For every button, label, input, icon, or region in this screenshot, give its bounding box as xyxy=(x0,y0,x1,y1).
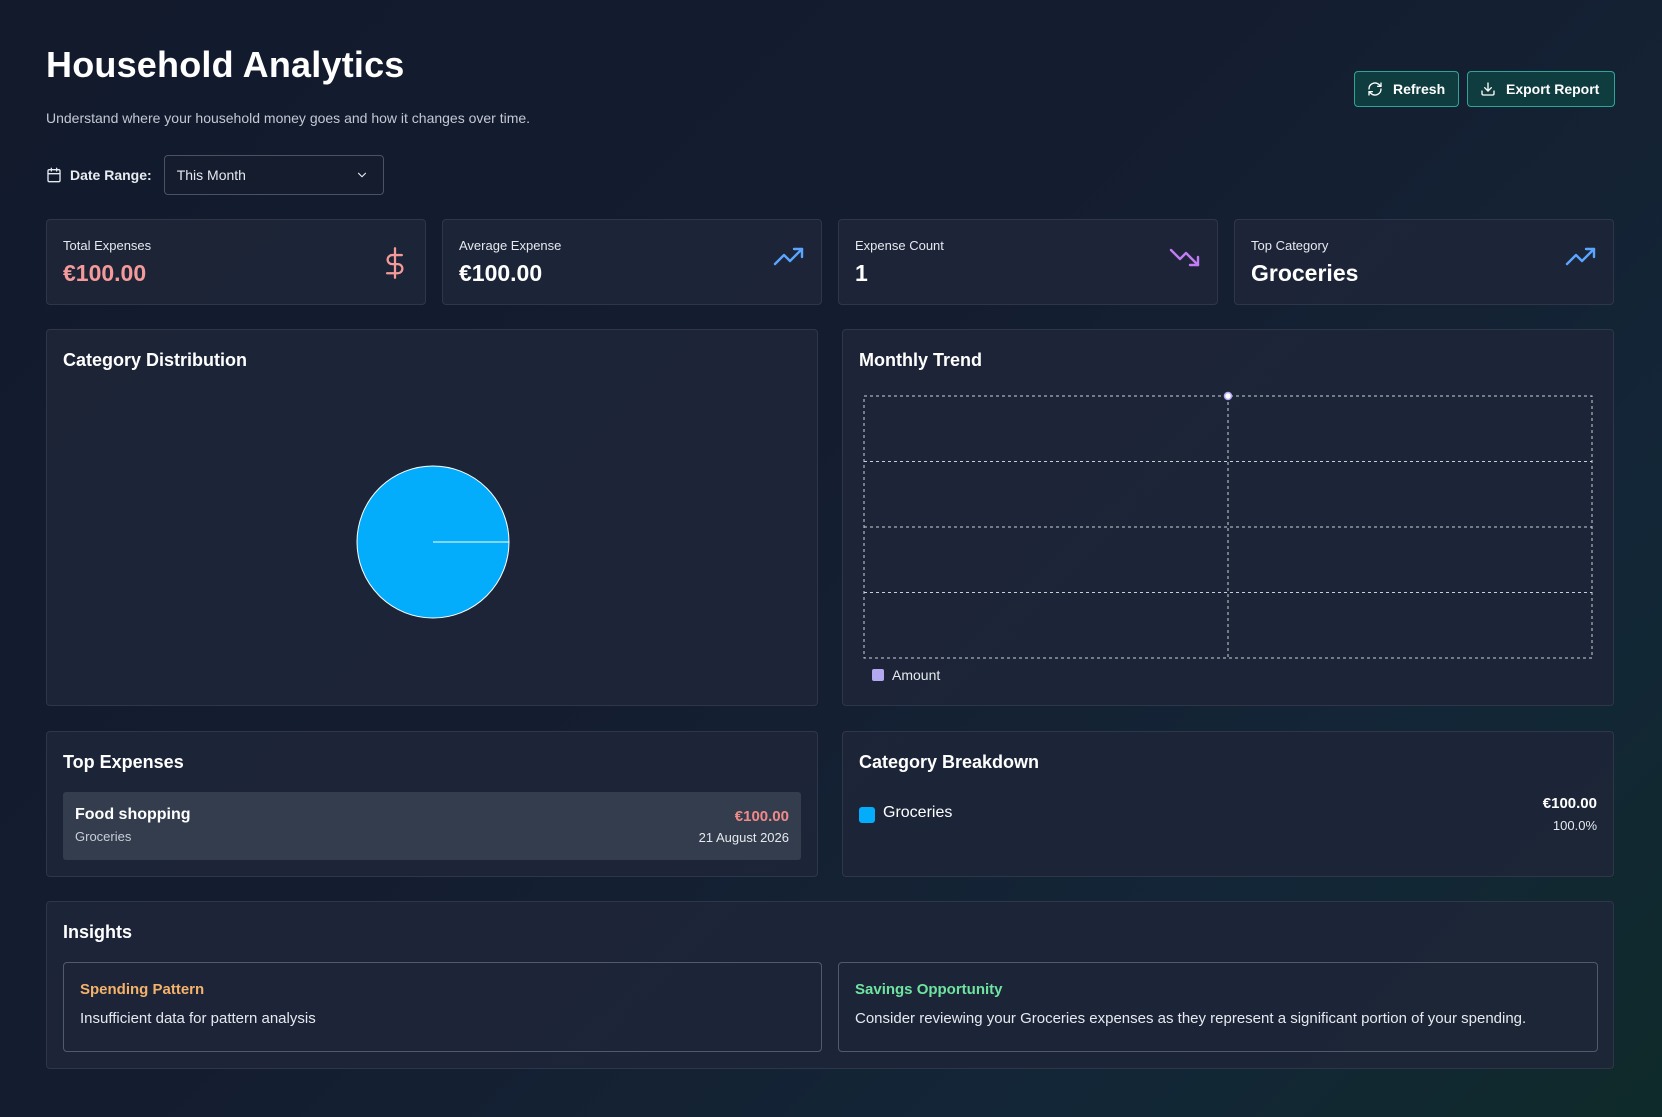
date-range-label: Date Range: xyxy=(70,167,152,183)
date-range-value: This Month xyxy=(176,167,246,183)
export-report-label: Export Report xyxy=(1506,81,1600,97)
category-breakdown-panel: Category Breakdown Groceries €100.00 100… xyxy=(842,731,1614,877)
stat-card-expense-count: Expense Count 1 xyxy=(838,219,1218,305)
expense-list-item[interactable]: Food shopping Groceries €100.00 21 Augus… xyxy=(63,792,801,860)
refresh-button[interactable]: Refresh xyxy=(1354,71,1459,107)
page-header: Household Analytics Understand where you… xyxy=(46,44,530,126)
panel-title: Top Expenses xyxy=(63,752,184,772)
category-percent: 100.0% xyxy=(1552,818,1597,833)
panel-title: Monthly Trend xyxy=(859,350,982,370)
legend-swatch xyxy=(872,669,884,681)
category-swatch xyxy=(859,807,875,823)
stat-label: Total Expenses xyxy=(63,238,152,253)
trending-up-icon xyxy=(1565,246,1597,273)
page-title: Household Analytics xyxy=(46,44,405,85)
legend-label: Amount xyxy=(892,667,941,683)
category-distribution-panel: Category Distribution xyxy=(46,329,818,706)
insight-text: Consider reviewing your Groceries expens… xyxy=(855,1010,1527,1027)
monthly-trend-chart xyxy=(863,391,1593,659)
refresh-button-label: Refresh xyxy=(1393,81,1446,97)
top-expenses-panel: Top Expenses Food shopping Groceries €10… xyxy=(46,731,818,877)
chevron-down-icon xyxy=(357,172,366,178)
stat-label: Average Expense xyxy=(459,238,562,253)
stat-label: Expense Count xyxy=(855,238,944,253)
stat-value: €100.00 xyxy=(459,260,543,286)
insight-card-spending-pattern: Spending Pattern Insufficient data for p… xyxy=(63,962,822,1052)
stat-card-average-expense: Average Expense €100.00 xyxy=(442,219,822,305)
refresh-icon xyxy=(1368,82,1382,96)
chart-legend: Amount xyxy=(872,667,940,683)
stat-card-total-expenses: Total Expenses €100.00 xyxy=(46,219,426,305)
category-pie-chart xyxy=(356,465,510,619)
date-range-filter: Date Range: This Month xyxy=(46,155,384,195)
insight-card-savings-opportunity: Savings Opportunity Consider reviewing y… xyxy=(838,962,1598,1052)
date-range-select[interactable]: This Month xyxy=(163,155,384,195)
insight-title: Savings Opportunity xyxy=(855,981,1003,998)
expense-category: Groceries xyxy=(75,829,132,844)
trend-data-point[interactable] xyxy=(1223,391,1233,401)
stat-label: Top Category xyxy=(1251,238,1329,253)
chart-grid xyxy=(863,395,1593,659)
expense-date: 21 August 2026 xyxy=(698,830,789,845)
monthly-trend-panel: Monthly Trend Amount xyxy=(842,329,1614,706)
calendar-icon xyxy=(47,167,61,183)
stat-card-top-category: Top Category Groceries xyxy=(1234,219,1614,305)
panel-title: Category Breakdown xyxy=(859,752,1040,772)
stat-value: 1 xyxy=(855,260,868,286)
export-report-button[interactable]: Export Report xyxy=(1467,71,1615,107)
stat-value: €100.00 xyxy=(63,260,147,286)
download-icon xyxy=(1481,82,1495,96)
page-subtitle: Understand where your household money go… xyxy=(46,110,531,126)
category-amount: €100.00 xyxy=(1542,795,1597,812)
trending-down-icon xyxy=(1169,246,1201,273)
dollar-icon xyxy=(381,246,409,285)
expense-amount: €100.00 xyxy=(734,808,789,825)
expense-name: Food shopping xyxy=(75,806,191,823)
trending-up-icon xyxy=(773,246,805,273)
insight-title: Spending Pattern xyxy=(80,981,205,998)
panel-title: Category Distribution xyxy=(63,350,248,370)
panel-title: Insights xyxy=(63,922,133,942)
insight-text: Insufficient data for pattern analysis xyxy=(80,1010,316,1027)
stat-value: Groceries xyxy=(1251,260,1359,286)
insights-panel: Insights Spending Pattern Insufficient d… xyxy=(46,901,1614,1069)
category-name: Groceries xyxy=(883,804,953,821)
